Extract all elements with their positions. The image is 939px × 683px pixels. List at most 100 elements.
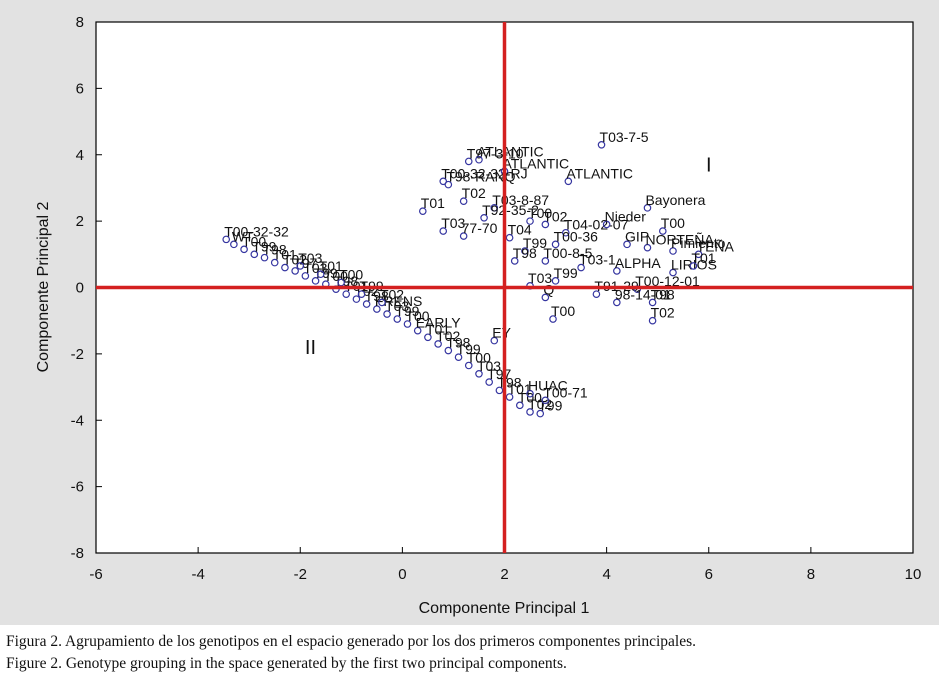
x-tick-label: 2 (500, 566, 508, 583)
data-point (541, 220, 550, 229)
point-label: T03 (528, 270, 552, 286)
data-point (643, 243, 652, 252)
point-label: T01 (273, 247, 297, 263)
point-label: T01 (426, 321, 450, 337)
x-tick-label: 6 (705, 566, 713, 583)
point-label: T04 (508, 222, 532, 238)
data-point (505, 233, 514, 242)
point-label: T00 (242, 233, 266, 249)
point-label: T00-32-32 (224, 223, 289, 239)
data-point (564, 177, 573, 186)
point-label: T98 (651, 286, 675, 302)
data-point (495, 386, 504, 395)
data-point (597, 140, 606, 149)
point-label: T03-7-5 (600, 129, 649, 145)
point-label: Q (543, 281, 554, 297)
data-point (577, 263, 585, 272)
x-tick-label: 8 (807, 566, 815, 583)
point-label: T98-RANQ (446, 169, 515, 185)
point-label: T01 (508, 381, 532, 397)
point-label: T00 (467, 349, 491, 365)
data-point (643, 204, 652, 212)
point-label: T98 (446, 335, 470, 351)
point-label: T98 (263, 242, 287, 258)
point-label: ALPHA (615, 255, 662, 271)
point-label: FRENS (375, 293, 422, 309)
data-point (439, 177, 448, 186)
point-label: T00 (528, 205, 552, 221)
data-point (526, 389, 534, 398)
y-tick-label: 4 (76, 147, 84, 164)
point-label: T02 (543, 208, 567, 224)
data-point (549, 315, 557, 323)
data-point (316, 270, 325, 279)
data-point (444, 346, 453, 355)
y-tick-label: 6 (76, 80, 84, 97)
reference-lines (96, 22, 913, 553)
data-point (301, 272, 310, 280)
data-point (648, 298, 657, 307)
point-label: T00-36 (554, 228, 599, 244)
data-point (592, 290, 601, 298)
data-point (362, 300, 371, 308)
point-label: TEÑA (697, 238, 735, 254)
point-label: T97 (293, 255, 317, 271)
data-point (459, 197, 468, 206)
point-label: T99 (252, 238, 276, 254)
data-point (541, 396, 550, 405)
point-label: T02 (380, 286, 404, 302)
point-label: T99 (523, 235, 547, 251)
y-tick-label: -4 (71, 412, 84, 429)
data-point (240, 245, 248, 254)
data-point (296, 262, 305, 270)
data-point (510, 257, 519, 265)
data-point (311, 277, 320, 285)
point-label: T98 (513, 245, 537, 261)
data-point (459, 232, 468, 240)
data-point (536, 409, 545, 418)
point-label: T99 (395, 303, 419, 319)
point-label: T00 (405, 308, 429, 324)
data-point (373, 305, 381, 313)
data-point (403, 320, 412, 328)
data-point (658, 227, 667, 235)
point-label: 77-70 (462, 220, 498, 236)
point-label: EARLY (416, 315, 462, 331)
y-tick-label: -6 (71, 479, 84, 496)
data-point (613, 298, 621, 307)
point-label: T02 (283, 252, 307, 268)
data-point (475, 369, 483, 378)
data-point (541, 257, 550, 265)
group-labels: III (305, 154, 712, 359)
data-point (418, 207, 427, 215)
y-tick-label: 2 (76, 213, 84, 230)
data-point (342, 290, 351, 298)
data-point (222, 235, 231, 244)
point-label: Pimiento (671, 235, 726, 251)
data-point (464, 361, 473, 370)
data-point (541, 293, 550, 302)
point-label: GIP (625, 228, 649, 244)
point-label: T03-8-87 (492, 192, 549, 208)
point-label: T99 (457, 341, 481, 357)
data-point (561, 228, 570, 237)
point-label: T02 (528, 396, 552, 412)
y-tick-label: -8 (71, 545, 84, 562)
data-point (669, 247, 677, 255)
caption-spanish: Figura 2. Agrupamiento de los genotipos … (6, 633, 697, 650)
point-label: T02 (651, 305, 675, 321)
data-point (669, 268, 677, 277)
data-point (485, 378, 493, 386)
tick-marks: -6 -4 -2 0 2 4 6 8 10 -8 -6 -4 -2 0 2 4 6 8 (71, 14, 922, 583)
point-label: T00-71 (543, 384, 588, 400)
y-tick-label: 0 (76, 280, 84, 297)
data-point (383, 310, 391, 318)
y-tick-label: 8 (76, 14, 84, 31)
point-label: Nieder (605, 208, 647, 224)
data-point (357, 290, 366, 298)
point-label: 98-14-01 (615, 286, 671, 302)
x-tick-label: 0 (398, 566, 406, 583)
point-label: T04-02-07 (564, 217, 629, 233)
point-label: T03 (477, 358, 501, 374)
point-label: T00 (551, 303, 575, 319)
